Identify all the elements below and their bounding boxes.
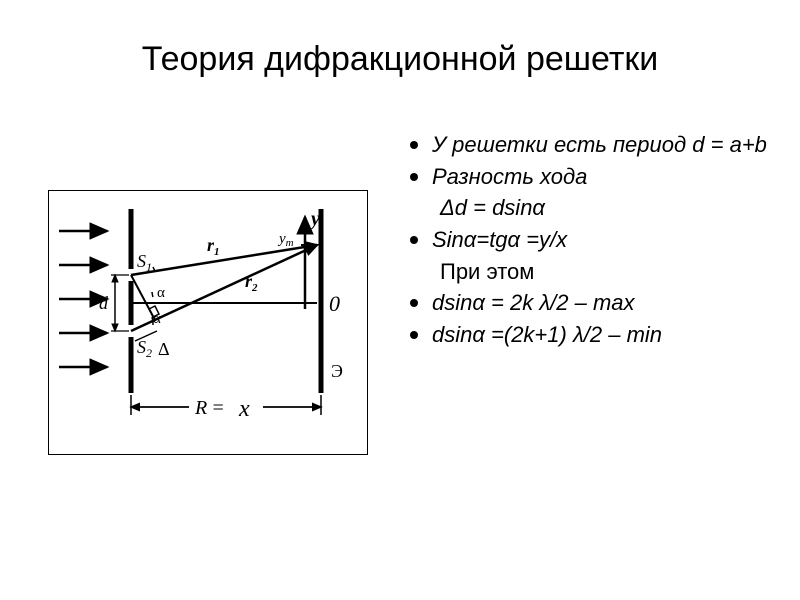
bullet-icon bbox=[410, 299, 418, 307]
bullet-icon bbox=[410, 236, 418, 244]
list-item: Разность хода bbox=[410, 162, 770, 192]
bullet-subtext: При этом bbox=[410, 257, 770, 287]
ray-r1 bbox=[131, 245, 317, 275]
bullet-text: У решетки есть период d = a+b bbox=[432, 130, 770, 160]
bullet-subtext: Δd = dsinα bbox=[410, 193, 770, 223]
label-s2: S2 bbox=[137, 337, 152, 360]
bullet-icon bbox=[410, 173, 418, 181]
label-X: x bbox=[238, 396, 250, 422]
bullet-icon bbox=[410, 331, 418, 339]
label-alpha-1: α bbox=[157, 285, 165, 301]
bullet-text: dsinα = 2k λ/2 – max bbox=[432, 288, 770, 318]
label-ym: ym bbox=[277, 231, 294, 249]
diffraction-diagram: S1 S2 d r1 r2 α α Δ y ym 0 Э R= x bbox=[48, 190, 368, 455]
list-item: Sinα=tgα =y/x bbox=[410, 225, 770, 255]
label-d: d bbox=[99, 293, 109, 313]
label-E: Э bbox=[331, 361, 343, 381]
bullet-text: Sinα=tgα =y/x bbox=[432, 225, 770, 255]
list-item: dsinα =(2k+1) λ/2 – min bbox=[410, 320, 770, 350]
label-r1: r1 bbox=[207, 235, 220, 258]
label-delta: Δ bbox=[158, 339, 170, 359]
list-item: У решетки есть период d = a+b bbox=[410, 130, 770, 160]
label-O: 0 bbox=[329, 291, 340, 316]
bullet-text: Разность хода bbox=[432, 162, 770, 192]
list-item: dsinα = 2k λ/2 – max bbox=[410, 288, 770, 318]
bullet-text: dsinα =(2k+1) λ/2 – min bbox=[432, 320, 770, 350]
bullet-list: У решетки есть период d = a+b Разность х… bbox=[410, 130, 770, 352]
label-y: y bbox=[309, 208, 320, 230]
page-title: Теория дифракционной решетки bbox=[0, 40, 800, 79]
label-s1: S1 bbox=[137, 251, 152, 274]
label-alpha-2: α bbox=[153, 311, 161, 327]
alpha-arc-1 bbox=[152, 292, 153, 297]
bullet-icon bbox=[410, 141, 418, 149]
